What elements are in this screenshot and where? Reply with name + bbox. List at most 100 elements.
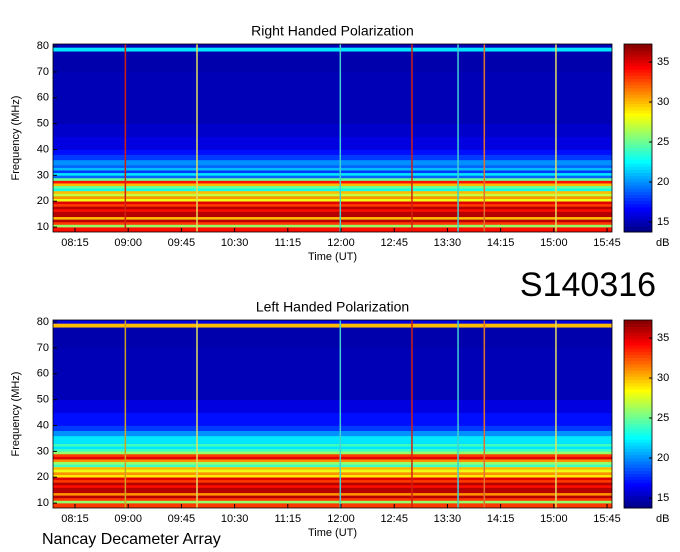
x-tick-label: 15:00: [540, 513, 568, 525]
colorbar-cell: [624, 479, 652, 484]
colorbar-cell: [624, 125, 652, 130]
plot: [53, 44, 612, 232]
colorbar-cell: [624, 348, 652, 352]
colorbar-tick-label: 15: [657, 216, 669, 228]
colorbar-cell: [624, 166, 652, 170]
x-tick-label: 09:45: [168, 513, 196, 525]
y-tick-label: 10: [37, 497, 49, 509]
colorbar-cell: [624, 159, 652, 164]
colorbar-cell: [624, 404, 652, 409]
colorbar-cell: [624, 461, 652, 465]
colorbar-cell: [624, 332, 652, 337]
colorbar-cell: [624, 410, 652, 415]
colorbar-cell: [624, 486, 652, 490]
colorbar-cell: [624, 432, 652, 437]
colorbar-cell: [624, 153, 652, 158]
y-tick-label: 70: [37, 66, 49, 78]
band: [53, 451, 612, 455]
x-tick-label: 13:30: [434, 513, 462, 525]
band: [53, 448, 612, 452]
colorbar-cell: [624, 420, 652, 424]
colorbar-cell: [624, 65, 652, 70]
band: [53, 47, 612, 52]
colorbar-cell: [624, 467, 652, 471]
colorbar-cell: [624, 392, 652, 396]
band: [53, 441, 612, 444]
band: [53, 487, 612, 491]
colorbar-cell: [624, 131, 652, 136]
band: [53, 196, 612, 199]
band: [53, 201, 612, 205]
colorbar-cell: [624, 75, 652, 79]
band: [53, 193, 612, 197]
colorbar-cell: [624, 59, 652, 64]
colorbar-cell: [624, 216, 652, 220]
x-tick-label: 13:30: [434, 237, 462, 249]
colorbar-cell: [624, 323, 652, 327]
band: [53, 71, 612, 99]
colorbar-tick-label: 20: [657, 452, 669, 464]
colorbar-cell: [624, 163, 652, 167]
band: [53, 154, 612, 161]
x-tick-label: 09:00: [114, 237, 142, 249]
y-tick-label: 60: [37, 368, 49, 380]
colorbar-cell: [624, 367, 652, 371]
band: [53, 503, 612, 508]
colorbar-cell: [624, 363, 652, 368]
band: [53, 175, 612, 179]
colorbar-cell: [624, 100, 652, 105]
colorbar-cell: [624, 44, 652, 48]
colorbar-cell: [624, 144, 652, 148]
band: [53, 456, 612, 460]
colorbar-tick-label: 35: [657, 332, 669, 344]
y-tick-label: 30: [37, 445, 49, 457]
band: [53, 206, 612, 210]
band: [53, 123, 612, 137]
colorbar-cell: [624, 354, 652, 359]
band: [53, 430, 612, 437]
band: [53, 469, 612, 473]
colorbar-cell: [624, 426, 652, 431]
colorbar-cell: [624, 385, 652, 390]
band: [53, 214, 612, 218]
colorbar-cell: [624, 222, 652, 227]
colorbar-cell: [624, 457, 652, 462]
colorbar-cell: [624, 172, 652, 177]
colorbar-cell: [624, 109, 652, 114]
x-tick-label: 15:45: [593, 513, 621, 525]
colorbar-cell: [624, 141, 652, 145]
colorbar-cell: [624, 84, 652, 89]
x-tick-label: 08:15: [61, 237, 89, 249]
band: [53, 479, 612, 483]
colorbar-cell: [624, 320, 652, 324]
y-axis-label: Frequency (MHz): [10, 372, 22, 457]
colorbar-cell: [624, 91, 652, 95]
band: [53, 190, 612, 194]
x-tick-label: 12:45: [380, 513, 408, 525]
colorbar-cell: [624, 72, 652, 76]
colorbar-cell: [624, 134, 652, 139]
y-tick-label: 40: [37, 143, 49, 155]
colorbar-tick-label: 20: [657, 176, 669, 188]
x-tick-label: 11:15: [274, 513, 301, 525]
colorbar-cell: [624, 373, 652, 377]
colorbar-tick-label: 15: [657, 492, 669, 504]
band: [53, 136, 612, 150]
footer: Nancay Decameter Array: [42, 531, 221, 548]
colorbar-cell: [624, 382, 652, 387]
colorbar-cell: [624, 395, 652, 399]
colorbar-cell: [624, 138, 652, 142]
colorbar-frame: [623, 43, 653, 233]
y-axis-label: Frequency (MHz): [10, 96, 22, 181]
y-tick-label: 10: [37, 221, 49, 233]
colorbar-cell: [624, 495, 652, 500]
colorbar-cell: [624, 370, 652, 374]
band: [53, 172, 612, 176]
colorbar-cell: [624, 122, 652, 126]
colorbar-cell: [624, 439, 652, 443]
band: [53, 412, 612, 426]
colorbar-cell: [624, 200, 652, 205]
colorbar-cell: [624, 414, 652, 418]
colorbar-cell: [624, 448, 652, 453]
band: [53, 477, 612, 481]
